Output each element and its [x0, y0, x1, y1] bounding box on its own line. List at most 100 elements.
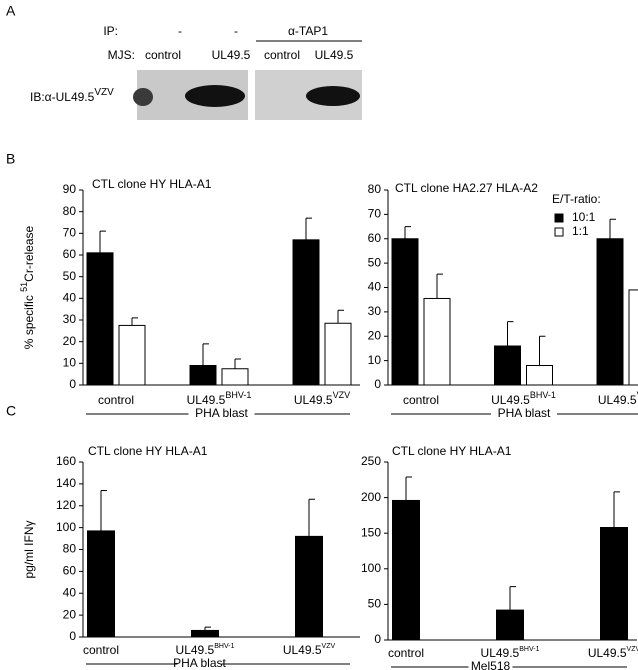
panel-label: C	[6, 403, 16, 419]
category-superscript: VZV	[637, 390, 638, 400]
group-label: PHA blast	[195, 406, 248, 420]
error-bar	[100, 489, 107, 531]
error-bar	[337, 309, 344, 324]
category-superscript: BHV-1	[519, 646, 539, 653]
error-bar	[204, 626, 211, 631]
y-tick-label: 10	[368, 353, 382, 367]
error-bar	[405, 476, 412, 501]
mjs-value: UL49.5	[315, 48, 354, 62]
error-bar	[539, 335, 546, 366]
y-tick-label: 0	[69, 377, 76, 391]
category-superscript: BHV-1	[530, 390, 556, 400]
category: control	[98, 393, 134, 407]
error-bar	[609, 218, 616, 239]
bar	[392, 499, 420, 641]
blot-image	[133, 70, 362, 120]
chart-title: CTL clone HY HLA-A1	[88, 444, 208, 458]
y-axis-label-part: γ	[22, 520, 36, 526]
y-tick-label: 100	[56, 520, 76, 534]
category-superscript: BHV-1	[225, 390, 251, 400]
legend-swatch	[554, 213, 564, 223]
bar	[118, 324, 146, 386]
y-tick-label: 30	[368, 304, 382, 318]
error-bar	[131, 317, 138, 326]
y-tick-label: 80	[63, 542, 77, 556]
y-tick-label: 140	[56, 476, 76, 490]
y-tick-label: 60	[63, 247, 77, 261]
error-bar	[234, 358, 241, 369]
y-tick-label: 40	[63, 291, 77, 305]
bar	[189, 365, 217, 386]
bar	[87, 530, 115, 638]
y-tick-label: 40	[368, 280, 382, 294]
category: UL49.5	[588, 646, 627, 660]
category: control	[388, 646, 424, 660]
y-tick-label: 50	[368, 597, 382, 611]
error-bar	[404, 226, 411, 239]
x-tick-label: UL49.5BHV-1	[491, 390, 556, 407]
x-tick-label: control	[98, 393, 134, 407]
category: control	[83, 643, 119, 657]
category-superscript: BHV-1	[214, 643, 234, 650]
bar	[496, 609, 524, 641]
y-tick-label: 20	[368, 328, 382, 342]
ip-value: -	[178, 24, 182, 38]
bar	[526, 365, 553, 386]
x-tick-label: UL49.5BHV-1	[176, 643, 235, 657]
y-tick-label: 40	[63, 585, 77, 599]
y-tick-label: 200	[361, 490, 381, 504]
bar	[292, 239, 320, 386]
x-tick-label: UL49.5VZV	[283, 643, 336, 657]
error-bar	[99, 230, 106, 253]
y-tick-label: 50	[368, 255, 382, 269]
x-tick-label: UL49.5BHV-1	[481, 646, 540, 660]
category-superscript: VZV	[333, 390, 351, 400]
y-tick-label: 0	[69, 629, 76, 643]
mjs-label: MJS:	[108, 48, 135, 62]
category-superscript: VZV	[322, 643, 336, 650]
legend-swatch	[554, 227, 564, 237]
category: control	[403, 393, 439, 407]
bar	[494, 345, 521, 386]
y-tick-label: 20	[63, 334, 77, 348]
y-tick-label: 120	[56, 498, 76, 512]
bar	[295, 535, 323, 638]
bar	[191, 629, 219, 638]
y-axis-label: pg/ml IFNγ	[22, 520, 36, 578]
y-tick-label: 80	[63, 204, 77, 218]
bar	[391, 238, 419, 386]
error-bar	[308, 498, 315, 537]
y-tick-label: 60	[63, 564, 77, 578]
y-tick-label: 10	[63, 356, 77, 370]
y-tick-label: 60	[368, 231, 382, 245]
y-axis-label-part: 51	[19, 282, 29, 292]
category-superscript: VZV	[627, 646, 638, 653]
panel-label: B	[6, 151, 15, 167]
y-tick-label: 30	[63, 312, 77, 326]
bar	[221, 368, 249, 386]
x-tick-label: UL49.5BHV-1	[187, 390, 252, 407]
y-axis-label: % specific 51Cr-release	[19, 225, 36, 349]
legend-label: 1:1	[572, 224, 589, 238]
category: UL49.5	[598, 393, 637, 407]
bar	[600, 527, 628, 641]
bar	[628, 289, 638, 386]
panel-label: A	[6, 3, 16, 19]
error-bar	[202, 343, 209, 366]
legend-title: E/T-ratio:	[552, 192, 601, 206]
legend-label: 10:1	[572, 210, 596, 224]
category: UL49.5	[187, 393, 226, 407]
y-tick-label: 0	[374, 632, 381, 646]
x-tick-label: control	[388, 646, 424, 660]
error-bar	[436, 273, 443, 299]
bar	[324, 322, 352, 386]
category: UL49.5	[294, 393, 333, 407]
y-axis-label-part: % specific	[22, 292, 36, 349]
group-label: PHA blast	[498, 406, 551, 420]
y-tick-label: 20	[63, 607, 77, 621]
chart-title: CTL clone HY HLA-A1	[392, 444, 512, 458]
group-label: PHA blast	[173, 656, 226, 670]
y-tick-label: 150	[361, 525, 381, 539]
y-tick-label: 70	[368, 207, 382, 221]
